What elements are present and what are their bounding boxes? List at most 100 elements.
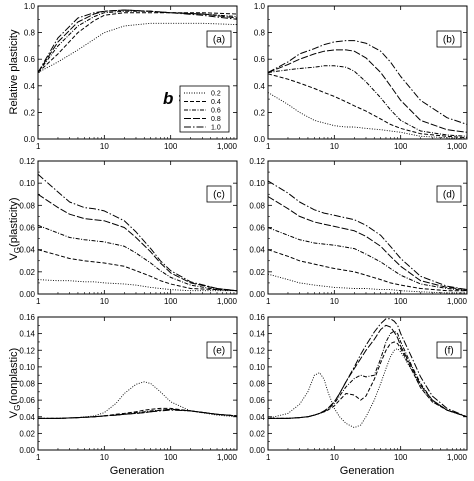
panel-label: (e): [213, 346, 225, 357]
legend-label-0.6: 0.6: [211, 108, 221, 115]
panel-label: (f): [444, 346, 453, 357]
ytick-label: 0.10: [249, 179, 265, 188]
ytick-label: 0.10: [19, 179, 35, 188]
plot-frame: [267, 160, 468, 295]
ytick-label: 0.12: [249, 346, 265, 355]
panel-0: 0.00.20.40.60.81.01 10 100 1,000(a): [24, 2, 238, 151]
row2-ylabel-sub: G: [13, 405, 22, 411]
legend-label-0.2: 0.2: [211, 91, 221, 98]
xtick-label: 100: [394, 142, 408, 151]
ytick-label: 0.10: [249, 363, 265, 372]
xtick-label: 10: [100, 453, 109, 462]
panel-label-box: [436, 30, 462, 48]
ytick-label: 0.10: [19, 363, 35, 372]
ytick-label: 0.14: [249, 330, 265, 339]
ytick-label: 0.04: [19, 246, 35, 255]
ytick-label: 0.04: [19, 413, 35, 422]
xtick-label: 1: [266, 453, 271, 462]
series-line-0.8: [37, 193, 238, 292]
series-line-1.0: [37, 173, 238, 292]
series-line-0.8: [38, 408, 238, 419]
xtick-label: 1: [36, 453, 41, 462]
series-line-0.4: [267, 249, 467, 292]
legend-label-0.4: 0.4: [211, 99, 221, 106]
xtick-label: 10: [100, 297, 109, 306]
xtick-label: 1: [36, 142, 41, 151]
ytick-label: 0.04: [249, 413, 265, 422]
ytick-label: 0.2: [254, 108, 266, 117]
plot-frame: [267, 5, 468, 140]
panel-3: 0.00 0.02 0.04 0.06 0.08 0.10 0.12 1 10 100 1,000 (…: [249, 157, 467, 306]
xtick-label: 100: [394, 297, 408, 306]
ytick-label: 0.02: [19, 429, 35, 438]
xtick-label: 100: [164, 453, 178, 462]
series-line-0.6: [268, 330, 468, 419]
ytick-label: 0.6: [254, 55, 266, 64]
ytick-label: 0.0: [254, 135, 266, 144]
ytick-label: 0.00: [19, 290, 35, 299]
plot-frame: [37, 316, 238, 451]
ytick-label: 0.2: [24, 108, 36, 117]
panel-label-box: [206, 185, 232, 203]
row1-ylabel-sub: G: [13, 247, 22, 253]
series-line-0.4: [268, 341, 468, 419]
ytick-label: 0.02: [249, 429, 265, 438]
xtick-label: 1,000: [447, 453, 468, 462]
ytick-label: 0.12: [249, 157, 265, 166]
legend-box: [179, 85, 230, 133]
row2-ylabel-main: V: [8, 410, 20, 418]
xtick-label: 10: [330, 453, 339, 462]
panel-label: (b): [443, 35, 455, 46]
series-line-1.0: [267, 40, 468, 125]
series-line-1.0: [268, 318, 468, 419]
ytick-label: 0.16: [19, 313, 35, 322]
row1-ylabel: VG(plasticity): [8, 197, 22, 260]
panels: 0.00.20.40.60.81.01 10 100 1,000(a)0.00.20.…: [19, 2, 467, 462]
xtick-label: 1,000: [217, 142, 238, 151]
series-line-0.4: [267, 73, 468, 139]
series-line-0.6: [37, 224, 238, 292]
panel-1: 0.0 0.2 0.4 0.6 0.8 1.0 1 10 100 1,000 (b): [254, 2, 468, 151]
xtick-label: 10: [100, 142, 109, 151]
xlabel-left: Generation: [110, 465, 164, 477]
series-line-0.2: [267, 92, 468, 140]
panel-label: (d): [443, 190, 455, 201]
legend-label-0.8: 0.8: [211, 116, 221, 123]
ytick-label: 0.06: [249, 396, 265, 405]
xtick-label: 10: [330, 142, 339, 151]
panel-4: 0.00 0.02 0.04 0.06 0.08 0.10 0.12 0.14 0.16 1 10 1…: [19, 313, 237, 462]
ytick-label: 0.8: [254, 29, 266, 38]
panel-label-box: [206, 30, 232, 48]
ytick-label: 0.08: [19, 201, 35, 210]
xtick-label: 1: [36, 297, 41, 306]
series-line-0.2: [37, 22, 238, 73]
ytick-label: 0.02: [249, 268, 265, 277]
ytick-label: 0.00: [249, 290, 265, 299]
panel-label-box: [436, 341, 462, 359]
ytick-label: 1.0: [254, 2, 266, 11]
ytick-label: 0.06: [19, 224, 35, 233]
ytick-label: 0.00: [19, 446, 35, 455]
row0-ylabel: Relative plasticity: [8, 29, 20, 114]
xtick-label: 1,000: [217, 297, 238, 306]
ytick-label: 0.8: [24, 29, 36, 38]
ytick-label: 0.06: [249, 224, 265, 233]
ytick-label: 0.02: [19, 268, 35, 277]
xtick-label: 1,000: [447, 297, 468, 306]
legend-label-1.0: 1.0: [211, 125, 221, 132]
panel-label: (a): [213, 35, 225, 46]
ytick-label: 0.6: [24, 55, 36, 64]
xtick-label: 1: [266, 297, 271, 306]
ytick-label: 0.06: [19, 396, 35, 405]
series-line-0.2: [267, 273, 467, 294]
panel-2: 0.00 0.02 0.04 0.06 0.08 0.10 0.12 1 10 100 1,000 (…: [19, 157, 237, 306]
ytick-label: 0.08: [19, 380, 35, 389]
series-line-0.4: [37, 249, 238, 292]
legend: 0.20.4 0.60.8 1.0: [179, 85, 230, 133]
xtick-label: 1: [266, 142, 271, 151]
xtick-label: 100: [164, 142, 178, 151]
ytick-label: 0.4: [254, 82, 266, 91]
xtick-label: 1,000: [217, 453, 238, 462]
ytick-label: 0.08: [249, 201, 265, 210]
ytick-label: 0.00: [249, 446, 265, 455]
